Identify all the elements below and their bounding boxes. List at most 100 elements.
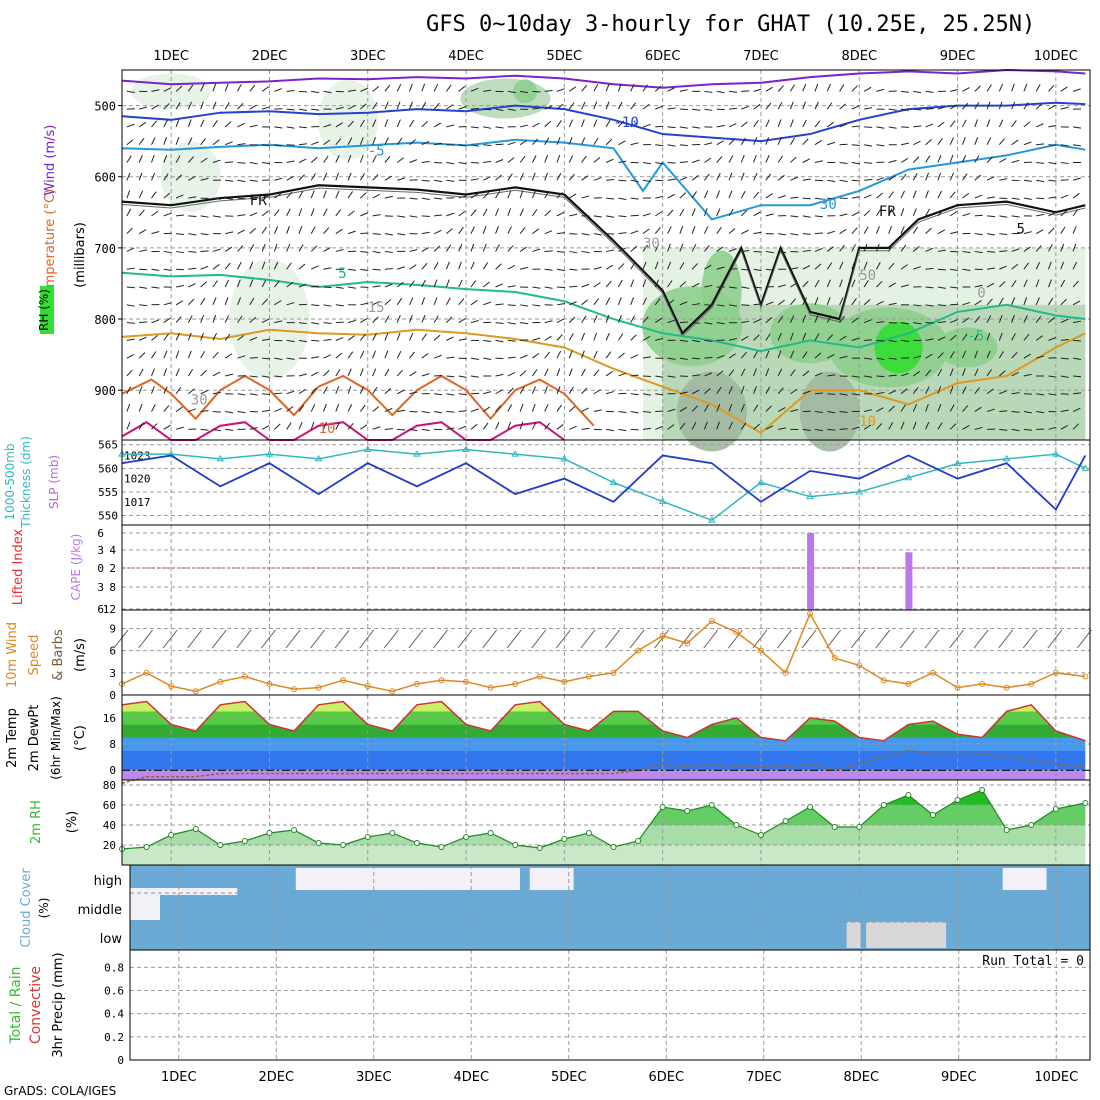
- barb-staff: [249, 227, 256, 235]
- barb-staff: [286, 390, 295, 395]
- barb-staff: [396, 297, 403, 306]
- rh2m-point: [561, 836, 568, 842]
- rh-legend-swatch: [40, 286, 54, 334]
- barb-staff: [261, 279, 267, 288]
- barb-staff: [593, 266, 602, 270]
- barb-staff: [520, 304, 529, 307]
- barb-staff: [581, 250, 590, 254]
- barb-staff: [139, 321, 148, 324]
- barb-staff: [962, 154, 967, 163]
- barb-staff: [544, 154, 549, 163]
- barb-staff: [937, 403, 942, 412]
- barb-staff: [323, 190, 327, 199]
- barb-staff: [716, 156, 723, 163]
- barb-staff: [470, 226, 475, 234]
- barb-staff: [679, 208, 685, 217]
- barb-staff: [200, 428, 209, 431]
- barb-staff: [864, 144, 873, 147]
- barb-staff: [703, 404, 709, 412]
- barb-staff: [986, 350, 991, 359]
- barb-staff: [777, 155, 784, 163]
- barb-staff: [765, 317, 773, 323]
- barb-staff: [753, 404, 759, 412]
- barb-staff: [999, 410, 1008, 413]
- barb-staff: [507, 356, 516, 359]
- barb-staff: [740, 403, 745, 412]
- barb-staff: [949, 404, 955, 412]
- barb-staff: [851, 85, 858, 92]
- barb-staff: [630, 354, 639, 359]
- barb-staff: [397, 233, 406, 236]
- barb-staff: [470, 209, 477, 217]
- top-day-label-8: 9DEC: [940, 49, 976, 64]
- barb-staff: [188, 408, 197, 413]
- barb-staff: [262, 409, 271, 413]
- barb-staff: [384, 315, 390, 323]
- barb-staff: [359, 173, 365, 181]
- temp-band-5: [122, 701, 1086, 712]
- barb-staff: [679, 281, 687, 288]
- barb-staff: [1072, 126, 1082, 129]
- barb-staff: [1048, 211, 1056, 217]
- barb-staff: [458, 162, 467, 165]
- barb-staff: [606, 215, 615, 218]
- barb-staff: [262, 162, 271, 165]
- barb-staff: [347, 386, 352, 394]
- barb-staff: [347, 368, 352, 377]
- bottom-day-label-4: 5DEC: [551, 1070, 587, 1085]
- barb-staff: [519, 421, 524, 430]
- barb-staff: [790, 137, 795, 145]
- barb-staff: [790, 233, 799, 236]
- barb-staff: [445, 297, 451, 306]
- li-ytick-2: 0: [97, 562, 104, 575]
- barb-staff: [753, 268, 762, 272]
- barb-staff: [359, 154, 364, 163]
- barb-staff: [753, 120, 759, 128]
- barb-staff: [974, 284, 983, 288]
- surface-barb: [236, 629, 252, 649]
- barb-staff: [900, 142, 909, 146]
- barb-staff: [864, 107, 873, 110]
- barb-staff: [974, 250, 983, 254]
- barb-staff: [728, 403, 733, 412]
- barb-staff: [728, 369, 735, 377]
- barb-staff: [286, 422, 292, 430]
- barb-staff: [986, 119, 991, 128]
- barb-staff: [397, 428, 406, 431]
- barb-staff: [384, 368, 390, 377]
- barb-staff: [249, 244, 255, 252]
- barb-staff: [925, 386, 930, 394]
- thickness-marker: [855, 487, 864, 495]
- barb-staff: [372, 426, 381, 430]
- barb-staff: [606, 178, 615, 181]
- barb-staff: [446, 228, 453, 235]
- barb-staff: [1072, 375, 1082, 378]
- barb-staff: [826, 315, 832, 323]
- contour-label-11: 5: [1017, 222, 1025, 238]
- contour-label-5: 15: [368, 300, 385, 316]
- bottom-day-label-2: 3DEC: [356, 1070, 392, 1085]
- barb-staff: [556, 137, 561, 145]
- barb-staff: [900, 173, 907, 181]
- cape-bar-0: [807, 533, 815, 610]
- barb-staff: [200, 265, 209, 270]
- barb-staff: [1011, 280, 1017, 288]
- barb-staff: [482, 262, 489, 270]
- upper-wind-barbs: [126, 83, 1082, 432]
- slp-line: [121, 454, 1087, 512]
- barb-staff: [286, 208, 291, 217]
- barb-staff: [311, 322, 320, 325]
- barb-staff: [507, 190, 512, 199]
- barb-staff: [212, 159, 221, 163]
- barb-staff: [667, 408, 676, 413]
- barb-staff: [912, 190, 917, 199]
- barb-staff: [950, 303, 959, 306]
- cloud-clear-mid: [130, 895, 160, 920]
- barb-staff: [606, 249, 615, 252]
- cloud-low-1: [846, 922, 861, 948]
- barb-staff: [310, 371, 319, 377]
- barb-staff: [691, 244, 697, 252]
- barb-staff: [519, 208, 524, 217]
- barb-staff: [888, 175, 896, 181]
